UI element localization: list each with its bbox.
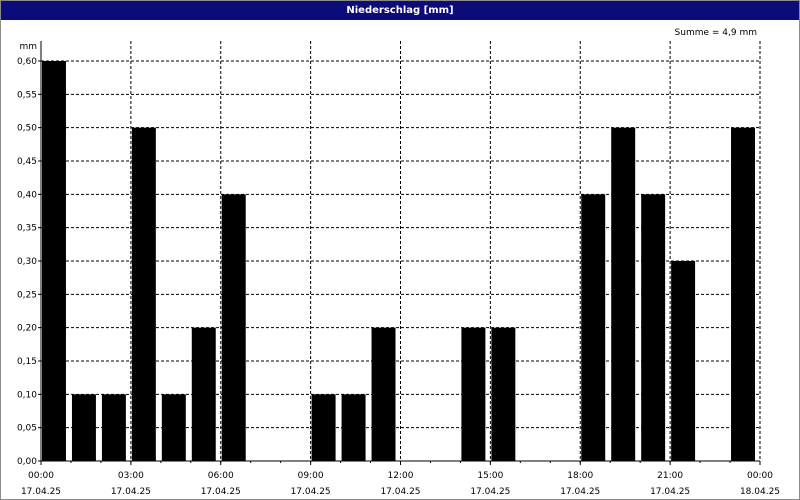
precipitation-bar [131,127,156,462]
y-tick-label: 0,20 [17,324,37,334]
x-tick-date: 17.04.25 [380,487,420,497]
x-tick-time: 03:00 [118,471,144,481]
y-tick-label: 0,50 [17,124,37,134]
precipitation-bar [581,194,606,462]
y-tick-label: 0,55 [17,90,37,100]
precipitation-bar [671,261,696,461]
x-tick-time: 12:00 [388,471,414,481]
precipitation-bar [311,394,336,461]
precipitation-bar [161,394,186,461]
y-axis-label: mm [19,42,37,52]
y-tick-label: 0,45 [17,157,37,167]
y-tick-label: 0,60 [17,57,37,67]
x-tick-time: 15:00 [477,471,503,481]
sum-annotation: Summe = 4,9 mm [675,28,757,38]
y-tick-label: 0,40 [17,190,37,200]
grid [41,41,761,461]
precipitation-bar [371,327,396,461]
x-tick-time: 00:00 [747,471,773,481]
y-tick-label: 0,30 [17,257,37,267]
y-tick-label: 0,25 [17,290,37,300]
chart-title: Niederschlag [mm] [1,1,799,20]
x-tick-date: 17.04.25 [470,487,510,497]
precipitation-bar [491,327,516,461]
precipitation-bar [221,194,246,462]
precipitation-bar [341,394,366,461]
y-tick-label: 0,10 [17,390,37,400]
x-tick-date: 17.04.25 [650,487,690,497]
x-tick-time: 21:00 [657,471,683,481]
x-tick-date: 17.04.25 [201,487,241,497]
x-tick-time: 18:00 [567,471,593,481]
y-tick-label: 0,15 [17,357,37,367]
y-tick-label: 0,00 [17,457,37,467]
x-tick-time: 00:00 [28,471,54,481]
x-tick-time: 09:00 [298,471,324,481]
x-tick-date: 18.04.25 [740,487,780,497]
precipitation-bar [641,194,666,462]
x-tick-time: 06:00 [208,471,234,481]
x-tick-date: 17.04.25 [291,487,331,497]
axes: 0,00 0,05 0,10 0,15 0,20 0,25 0,30 0,35 0,40 0,45… [17,41,780,497]
precipitation-bar [731,127,756,462]
y-tick-label: 0,35 [17,224,37,234]
x-tick-date: 17.04.25 [111,487,151,497]
precipitation-bar [101,394,126,461]
precipitation-bar [42,61,66,461]
y-tick-label: 0,05 [17,424,37,434]
precipitation-bar [71,394,96,461]
bars [42,61,756,462]
x-tick-date: 17.04.25 [560,487,600,497]
precipitation-bar [611,127,636,462]
x-tick-date: 17.04.25 [21,487,61,497]
precipitation-bar [461,327,486,461]
precipitation-bar [191,327,216,461]
